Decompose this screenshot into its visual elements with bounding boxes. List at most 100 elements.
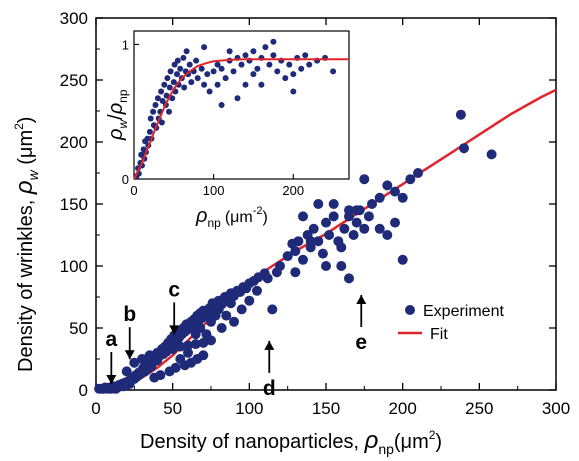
experiment-point [221,310,232,321]
inset-fit-layer [133,58,349,180]
experiment-point [262,273,273,284]
annotation-label: b [123,303,136,326]
inset-point [282,75,289,82]
inset-point [298,65,305,72]
inset-point [158,88,165,95]
experiment-point [152,347,163,358]
inset-point [166,84,173,91]
experiment-point [121,366,132,377]
y-tick-label: 50 [69,319,88,338]
experiment-point [405,174,416,185]
experiment-point [321,217,331,228]
y-tick-label: 0 [79,381,88,400]
inset-point [270,52,277,59]
x-tick-label: 250 [465,399,493,418]
annotation-arrow-head [124,350,135,360]
annotation-label: a [105,328,117,351]
inset-x-tick-label: 0 [130,183,137,198]
experiment-point [175,341,186,352]
experiment-point [175,354,186,364]
inset-point [174,57,181,64]
experiment-point [382,180,393,191]
inset-point [238,61,245,68]
x-tick-label: 300 [542,399,570,418]
inset-point [167,68,174,75]
experiment-point [351,217,362,228]
inset-point [188,79,195,86]
inset-point [258,81,265,88]
inset-point [274,68,281,75]
inset-point [158,119,165,126]
x-axis-label: Density of nanoparticles, ρnp(μm2) [140,427,442,457]
experiment-point [155,370,166,381]
inset-point [147,115,154,122]
inset-point [218,65,225,72]
inset-point [254,65,261,72]
experiment-point [170,362,181,373]
experiment-point [390,186,400,197]
experiment-point [293,236,304,247]
x-tick-label: 100 [235,399,263,418]
inset-point [201,81,208,88]
inset-background [134,31,349,179]
x-tick-label: 150 [312,399,340,418]
inset-point [210,68,217,75]
x-tick-label: 50 [163,399,182,418]
experiment-point [317,248,328,259]
experiment-point [382,230,393,240]
experiment-point [236,304,247,315]
experiment-point [374,223,385,234]
y-tick-label: 100 [60,257,88,276]
experiment-point [225,298,236,309]
inset-point [290,88,297,95]
experiment-point [267,304,278,315]
experiment-point [213,304,224,315]
experiment-point [198,350,209,361]
experiment-point [344,205,354,216]
experiment-point [183,347,193,358]
experiment-point [190,339,201,350]
experiment-point [321,261,331,271]
inset-y-tick-label: 0 [122,172,129,187]
inset-y-tick-label: 1 [122,37,129,52]
inset-point [204,71,211,78]
experiment-point [348,230,359,240]
annotations: ab c d e [105,278,367,399]
y-tick-label: 150 [60,195,88,214]
experiment-point [390,217,400,228]
experiment-point [344,273,354,284]
experiment-point [351,205,362,216]
experiment-point [328,199,339,209]
inset-point [266,61,273,68]
y-axis-label: Density of wrinkles, ρw (μm2) [11,117,41,372]
experiment-point [282,251,293,262]
inset-point [262,44,269,51]
inset-point [170,79,177,86]
inset-point [290,71,297,78]
inset-point [250,48,257,55]
y-tick-label: 200 [60,133,88,152]
experiment-point [359,174,370,185]
experiment-point [363,211,374,222]
experiment-point [339,223,350,234]
inset-point [306,61,313,68]
experiment-point [160,345,170,356]
experiment-point [336,261,347,271]
legend-experiment-marker [405,305,415,315]
inset-x-tick-label: 200 [282,183,304,198]
inset-point [193,57,200,64]
annotation-label: e [355,331,367,354]
legend-experiment-label: Experiment [423,303,504,320]
inset-point [194,75,201,82]
annotation-label: d [263,377,276,400]
annotation-label: c [168,278,180,301]
inset-point [206,88,213,95]
inset-point [242,81,249,88]
inset-point [214,81,221,88]
inset-point [152,102,159,108]
experiment-point [216,323,227,333]
inset-point [234,95,241,102]
inset-point [230,68,237,75]
experiment-point [459,143,469,154]
